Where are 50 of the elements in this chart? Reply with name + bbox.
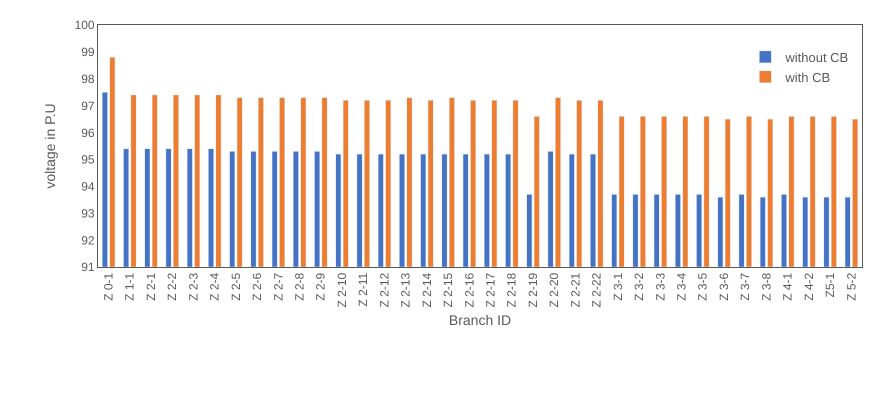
x-tick-label: Z 4-2 — [802, 272, 816, 301]
x-tick-label: Z 2-12 — [377, 272, 392, 308]
y-axis-title: voltage in P.U — [42, 103, 58, 189]
x-tick-label: Z 2-1 — [144, 272, 158, 301]
x-tick-label: Z 3-1 — [610, 272, 625, 301]
x-tick-label: Z 2-11 — [356, 272, 370, 307]
x-tick-label: Z 2-18 — [504, 272, 519, 308]
x-tick-label: Z 2-13 — [398, 272, 413, 308]
y-tick-label: 100 — [74, 18, 95, 32]
x-tick-label: Z 2-3 — [186, 272, 200, 301]
y-tick-label: 92 — [81, 233, 95, 248]
x-tick-label: Z 2-14 — [420, 272, 434, 308]
x-tick-label: Z 4-1 — [780, 272, 795, 301]
x-tick-label: Z 3-3 — [653, 272, 668, 301]
x-tick-label: Z 2-21 — [568, 272, 582, 308]
x-tick-label: Z 3-8 — [759, 272, 774, 301]
x-tick-label: Z 3-6 — [716, 272, 731, 301]
x-tick-label: Z 2-5 — [228, 272, 243, 301]
x-tick-label: Z 3-5 — [696, 272, 710, 301]
x-tick-label: Z 2-7 — [271, 272, 286, 301]
x-tick-label: Z 2-19 — [526, 272, 540, 308]
x-tick-label: Z 1-1 — [122, 272, 137, 301]
x-tick-label: Z 2-15 — [441, 272, 456, 308]
legend-label: without CB — [784, 50, 848, 65]
y-tick-label: 95 — [81, 152, 95, 167]
y-tick-label: 96 — [81, 126, 95, 140]
x-tick-label: Z 2-4 — [208, 272, 222, 301]
y-tick-label: 91 — [81, 260, 95, 274]
x-tick-label: Z 5-2 — [844, 272, 858, 301]
y-tick-label: 94 — [81, 180, 95, 194]
x-tick-label: Z 0-1 — [102, 272, 116, 301]
y-tick-label: 99 — [81, 45, 95, 60]
y-tick-label: 98 — [81, 72, 95, 86]
x-tick-label: Z 2-16 — [462, 272, 476, 308]
x-tick-label: Z 3-2 — [632, 272, 646, 301]
x-tick-label: Z 2-10 — [334, 272, 349, 308]
x-tick-label: Z5-1 — [823, 272, 838, 298]
x-tick-label: Z 2-17 — [484, 272, 498, 308]
x-tick-label: Z 2-2 — [165, 272, 180, 301]
x-tick-label: Z 3-4 — [674, 272, 689, 301]
x-tick-label: Z 2-8 — [292, 272, 307, 301]
x-axis-title: Branch ID — [448, 312, 512, 328]
x-tick-label: Z 3-7 — [738, 272, 752, 301]
x-tick-label: Z 2-9 — [314, 272, 328, 301]
x-tick-label: Z 2-22 — [590, 272, 604, 308]
y-tick-label: 97 — [81, 98, 95, 113]
y-tick-label: 93 — [81, 206, 95, 220]
x-tick-label: Z 2-20 — [547, 272, 562, 308]
x-tick-label: Z 2-6 — [250, 272, 264, 301]
legend-label: with CB — [784, 70, 830, 85]
